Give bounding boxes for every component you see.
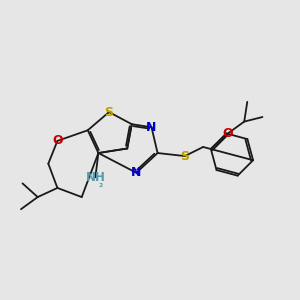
Text: N: N: [146, 121, 157, 134]
Text: NH: NH: [85, 171, 105, 184]
Text: S: S: [180, 150, 189, 163]
Text: S: S: [104, 106, 113, 118]
Text: ₂: ₂: [99, 179, 103, 189]
Text: N: N: [131, 166, 142, 179]
Text: O: O: [222, 127, 233, 140]
Text: O: O: [52, 134, 63, 147]
